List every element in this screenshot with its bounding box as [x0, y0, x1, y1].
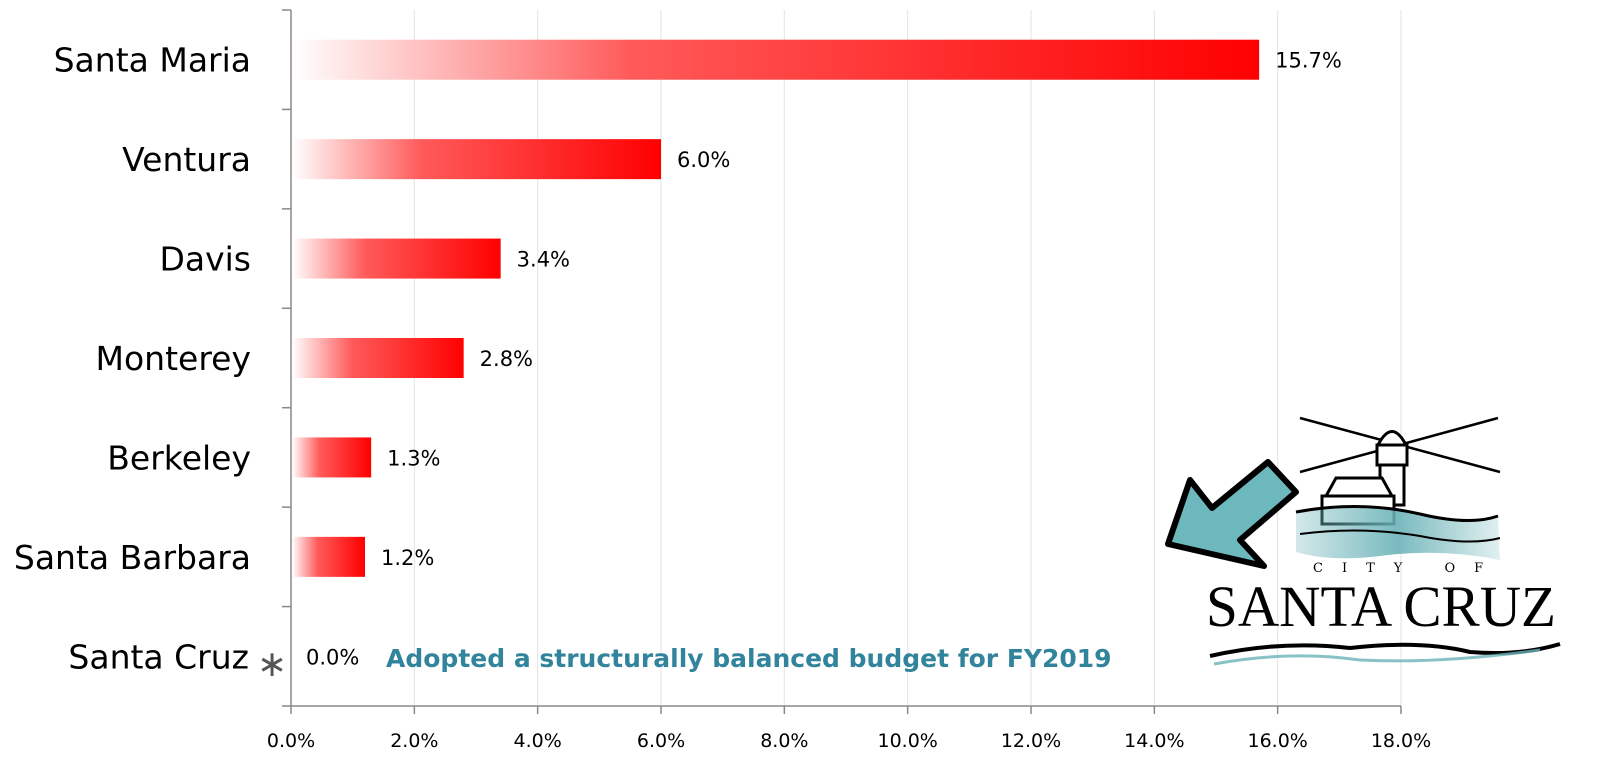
data-label: 0.0% [306, 645, 359, 669]
x-tick-label: 8.0% [760, 730, 808, 752]
x-tick-label: 4.0% [514, 730, 562, 752]
arrow-icon [1165, 459, 1299, 569]
bars [292, 39, 1260, 577]
category-label: Berkeley [107, 438, 251, 477]
category-label: Monterey [96, 339, 252, 378]
category-label: Santa Cruz [68, 637, 249, 676]
x-tick-label: 2.0% [390, 730, 438, 752]
category-label: Ventura [122, 140, 251, 179]
x-tick-label: 0.0% [267, 730, 315, 752]
data-label: 2.8% [480, 347, 533, 371]
data-label: 6.0% [677, 148, 730, 172]
annotation-asterisk: ∗ [257, 644, 287, 685]
bar [292, 437, 372, 478]
labels: 0.0% 2.0% 4.0% 6.0% 8.0% 10.0% 12.0% 14.0% 16.0%… [14, 41, 1431, 752]
category-label: Davis [159, 240, 251, 279]
logo-santa-cruz: SANTA CRUZ [1206, 574, 1556, 639]
data-label: 15.7% [1275, 49, 1342, 73]
x-tick-label: 6.0% [637, 730, 685, 752]
bar [292, 536, 365, 577]
bar [292, 139, 661, 180]
city-logo: CITY OF SANTA CRUZ [1206, 416, 1561, 666]
annotation-text: Adopted a structurally balanced budget f… [386, 644, 1112, 673]
category-label: Santa Maria [54, 41, 251, 80]
x-tick-label: 18.0% [1371, 730, 1431, 752]
category-label: Santa Barbara [14, 538, 251, 577]
x-tick-label: 12.0% [1001, 730, 1061, 752]
data-label: 3.4% [517, 248, 570, 272]
x-tick-label: 10.0% [877, 730, 937, 752]
bar [292, 238, 501, 279]
gridlines [413, 10, 1402, 706]
bar [292, 338, 464, 378]
data-label: 1.3% [387, 446, 440, 470]
logo-city-of: CITY OF [1313, 561, 1502, 576]
data-label: 1.2% [381, 546, 434, 570]
axes [282, 9, 1402, 714]
x-tick-label: 14.0% [1124, 730, 1184, 752]
bar [292, 39, 1260, 80]
x-tick-label: 16.0% [1247, 730, 1307, 752]
